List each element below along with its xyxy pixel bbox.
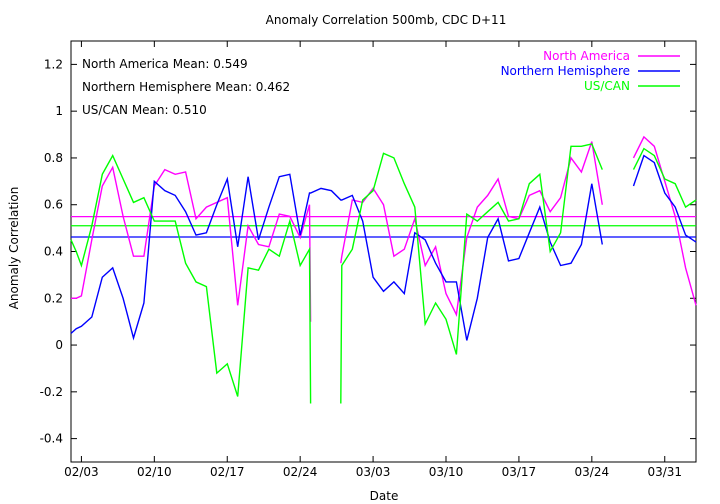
series-line: [70, 173, 603, 341]
y-tick-label: -0.2: [40, 385, 63, 399]
x-axis-label: Date: [370, 489, 399, 503]
x-tick-label: 03/10: [429, 465, 464, 479]
x-tick-label: 02/17: [210, 465, 245, 479]
x-tick-label: 03/31: [647, 465, 682, 479]
legend-label: Northern Hemisphere: [501, 64, 630, 78]
y-tick-label: 0.6: [44, 198, 63, 212]
series-line: [340, 143, 603, 404]
mean-annotation: North America Mean: 0.549: [82, 57, 248, 71]
legend-label: US/CAN: [584, 79, 630, 93]
x-tick-label: 03/17: [502, 465, 537, 479]
y-tick-label: 0.2: [44, 291, 63, 305]
series-line: [632, 135, 697, 306]
y-tick-label: 0.4: [44, 245, 63, 259]
x-tick-label: 02/03: [64, 465, 99, 479]
y-tick-label: 1.2: [44, 57, 63, 71]
y-tick-label: -0.4: [40, 432, 63, 446]
mean-annotation: US/CAN Mean: 0.510: [82, 103, 207, 117]
y-tick-label: 0: [55, 338, 63, 352]
x-tick-label: 03/03: [356, 465, 391, 479]
series-line: [632, 154, 697, 243]
y-tick-label: 1: [55, 104, 63, 118]
chart-title: Anomaly Correlation 500mb, CDC D+11: [266, 13, 507, 27]
series-line: [70, 154, 312, 404]
x-tick-label: 02/24: [283, 465, 318, 479]
x-tick-label: 02/10: [137, 465, 172, 479]
plot-area: -0.4 -0.2 0 0.2 0.4 0.6 0.8 1 1.2 02/03 02/10 02/17…: [40, 40, 697, 479]
mean-annotation: Northern Hemisphere Mean: 0.462: [82, 80, 290, 94]
series-line: [340, 141, 603, 317]
legend-label: North America: [543, 49, 630, 63]
series-line: [71, 165, 312, 322]
y-tick-label: 0.8: [44, 151, 63, 165]
y-axis-label: Anomaly Correlation: [7, 187, 21, 310]
x-tick-label: 03/24: [575, 465, 610, 479]
series-line: [632, 147, 697, 209]
